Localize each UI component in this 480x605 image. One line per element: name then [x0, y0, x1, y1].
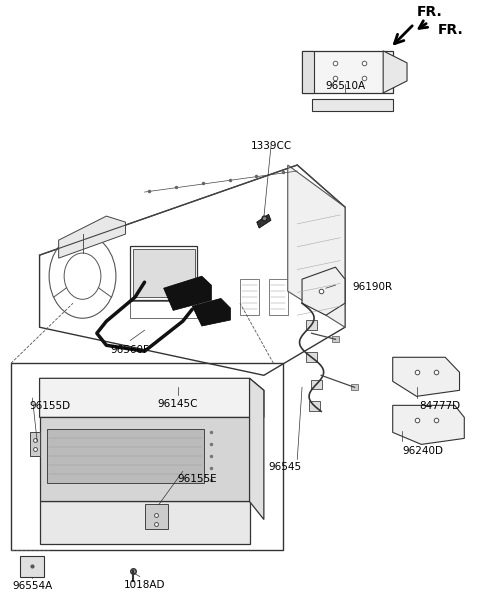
Polygon shape — [257, 214, 271, 228]
Text: 1339CC: 1339CC — [251, 141, 292, 151]
Polygon shape — [312, 99, 393, 111]
Text: FR.: FR. — [417, 5, 443, 19]
Text: 96155D: 96155D — [29, 401, 70, 411]
Polygon shape — [383, 51, 407, 93]
Polygon shape — [302, 51, 393, 93]
Text: 96145C: 96145C — [158, 399, 198, 410]
Text: 96155E: 96155E — [177, 474, 217, 485]
Bar — [130, 246, 197, 300]
Bar — [306, 320, 317, 330]
Polygon shape — [39, 502, 250, 543]
Polygon shape — [144, 505, 168, 529]
Polygon shape — [288, 165, 345, 327]
Bar — [332, 336, 339, 342]
Polygon shape — [192, 298, 230, 326]
Text: FR.: FR. — [438, 23, 464, 38]
Bar — [21, 555, 44, 577]
Polygon shape — [302, 51, 314, 93]
Text: 96190R: 96190R — [352, 282, 392, 292]
Bar — [130, 301, 197, 318]
Polygon shape — [30, 433, 39, 456]
Bar — [47, 430, 204, 483]
Bar — [306, 353, 317, 362]
Bar — [240, 279, 259, 315]
Text: 96510A: 96510A — [325, 81, 365, 91]
Polygon shape — [39, 378, 264, 417]
Polygon shape — [393, 405, 464, 445]
Text: 96545: 96545 — [269, 462, 302, 473]
Polygon shape — [59, 216, 125, 258]
Text: 96560F: 96560F — [111, 345, 150, 355]
Bar — [309, 401, 320, 411]
Text: 84777D: 84777D — [419, 401, 460, 411]
Polygon shape — [250, 378, 264, 520]
Polygon shape — [164, 276, 211, 310]
Bar — [311, 379, 322, 389]
Bar — [11, 363, 283, 549]
Polygon shape — [393, 358, 459, 396]
Bar — [269, 279, 288, 315]
Text: 1018AD: 1018AD — [124, 580, 165, 590]
Bar — [351, 384, 359, 390]
Text: 96240D: 96240D — [402, 446, 443, 456]
Text: 96554A: 96554A — [12, 581, 52, 591]
Bar — [132, 249, 195, 297]
Polygon shape — [302, 267, 345, 315]
Polygon shape — [39, 417, 250, 502]
